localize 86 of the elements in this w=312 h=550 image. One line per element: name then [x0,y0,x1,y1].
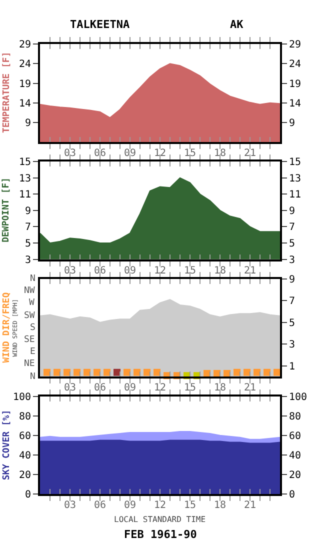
y2-tick-label: 3 [289,254,296,266]
y-tick-label: 15 [18,157,31,168]
chart-subtitle: AK [230,18,244,31]
y2-tick-label: 80 [289,411,302,422]
y-tick-label: 9 [24,206,31,217]
x-axis-title: LOCAL STANDARD TIME [114,515,206,524]
y-tick-label: 100 [12,392,31,403]
y-tick-label: 20 [18,470,31,482]
y-tick-label: 24 [18,59,31,70]
text: S [30,323,36,333]
y-axis-title: DEWPOINT [F] [2,177,12,242]
y2-tick-label: 3 [289,340,296,351]
y2-tick-label: 24 [289,59,302,70]
x-tick-label: 21 [244,500,256,512]
x-tick-label: 12 [154,500,166,512]
x-tick-label: 21 [244,382,256,394]
y-tick-label: 7 [24,222,31,234]
x-tick-label: 06 [94,265,106,276]
text: SE [24,335,35,345]
y2-tick-label: 60 [289,430,302,442]
text: E [30,347,36,357]
chart-title: TALKEETNA [70,18,130,31]
x-tick-label: 09 [124,148,136,159]
x-tick-label: 18 [214,500,226,512]
y-axis-title: WIND DIR/FREQ [2,292,12,363]
x-tick-label: 09 [124,382,136,394]
y2-tick-label: 40 [289,450,302,462]
y2-tick-label: 11 [289,190,302,201]
x-tick-label: 12 [154,148,166,159]
y-tick-label: 29 [18,40,31,51]
x-tick-label: 09 [124,500,136,512]
text: N [30,372,36,382]
x-tick-label: 03 [64,500,76,512]
y-tick-label: 14 [18,98,31,110]
y-tick-label: 11 [18,190,31,201]
y-tick-label: 80 [18,411,31,422]
x-tick-label: 09 [124,265,136,276]
text: W [29,298,35,308]
x-tick-label: 15 [184,265,196,276]
x-tick-label: 15 [184,500,196,512]
y-axis-title: SKY COVER [%] [2,410,12,480]
x-tick-label: 15 [184,382,196,394]
y2-tick-label: 15 [289,157,302,168]
y-tick-label: 19 [18,78,31,90]
y2-tick-label: 9 [289,274,296,286]
x-tick-label: 18 [214,382,226,394]
y-tick-label: 3 [24,254,31,266]
x-tick-label: 03 [64,382,76,394]
y2-tick-label: 5 [289,318,296,329]
y2-tick-label: 13 [289,173,302,184]
y-tick-label: 13 [18,173,31,184]
text: NE [24,359,35,369]
y2-tick-label: 100 [289,392,308,403]
y-tick-label: 5 [24,238,31,250]
y-tick-label: 0 [24,490,31,501]
y2-tick-label: 9 [289,206,296,217]
x-tick-label: 18 [214,148,226,159]
y2-tick-label: 5 [289,238,296,250]
text: N [30,274,36,284]
y-axis-title: TEMPERATURE [F] [2,52,12,134]
x-tick-label: 18 [214,265,226,276]
y2-tick-label: 7 [289,296,296,308]
y2-tick-label: 0 [289,490,296,501]
y2-tick-label: 20 [289,470,302,482]
x-tick-label: 06 [94,382,106,394]
x-tick-label: 21 [244,265,256,276]
x-tick-label: 15 [184,148,196,159]
y2-tick-label: 14 [289,98,302,110]
x-tick-label: 06 [94,148,106,159]
y-tick-label: 40 [18,450,31,462]
y2-tick-label: 7 [289,222,296,234]
y2-tick-label: 1 [289,361,296,372]
x-tick-label: 12 [154,265,166,276]
text: FEB 1961-90 [124,528,197,541]
text: SW [24,311,36,321]
y-tick-label: 9 [24,118,31,129]
y-tick-label: 60 [18,430,31,442]
x-tick-label: 12 [154,382,166,394]
y2-tick-label: 19 [289,78,302,90]
y2-tick-label: 29 [289,40,302,51]
text: NW [24,286,36,296]
x-tick-label: 21 [244,148,256,159]
y2-tick-label: 9 [289,118,296,129]
x-tick-label: 03 [64,265,76,276]
x-tick-label: 06 [94,500,106,512]
x-tick-label: 03 [64,148,76,159]
